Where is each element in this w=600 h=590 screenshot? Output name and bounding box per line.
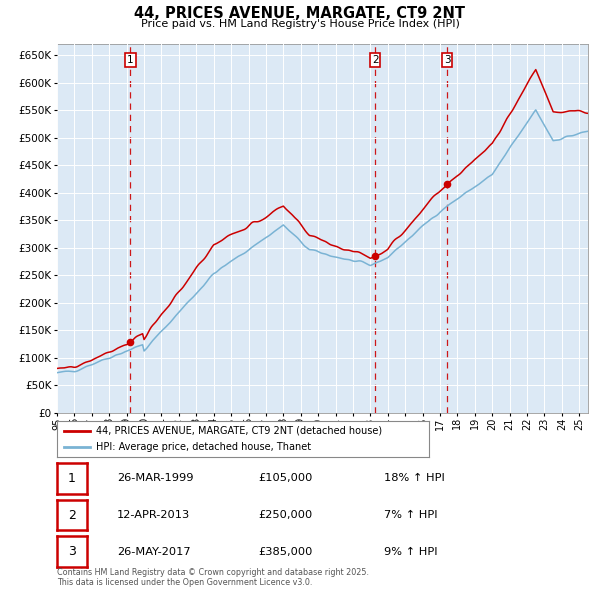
- Text: £250,000: £250,000: [258, 510, 312, 520]
- Text: 7% ↑ HPI: 7% ↑ HPI: [384, 510, 437, 520]
- Text: 26-MAY-2017: 26-MAY-2017: [117, 547, 191, 556]
- Text: HPI: Average price, detached house, Thanet: HPI: Average price, detached house, Than…: [96, 442, 311, 452]
- Text: £385,000: £385,000: [258, 547, 313, 556]
- Text: 18% ↑ HPI: 18% ↑ HPI: [384, 474, 445, 483]
- Text: 3: 3: [443, 55, 450, 65]
- Text: 12-APR-2013: 12-APR-2013: [117, 510, 190, 520]
- Text: 44, PRICES AVENUE, MARGATE, CT9 2NT (detached house): 44, PRICES AVENUE, MARGATE, CT9 2NT (det…: [96, 426, 382, 436]
- Text: 2: 2: [68, 509, 76, 522]
- Text: Price paid vs. HM Land Registry's House Price Index (HPI): Price paid vs. HM Land Registry's House …: [140, 19, 460, 29]
- Text: 3: 3: [68, 545, 76, 558]
- Text: £105,000: £105,000: [258, 474, 313, 483]
- Text: 2: 2: [372, 55, 379, 65]
- Text: 1: 1: [127, 55, 134, 65]
- Text: 26-MAR-1999: 26-MAR-1999: [117, 474, 193, 483]
- Text: 1: 1: [68, 472, 76, 485]
- Text: 9% ↑ HPI: 9% ↑ HPI: [384, 547, 437, 556]
- Text: Contains HM Land Registry data © Crown copyright and database right 2025.
This d: Contains HM Land Registry data © Crown c…: [57, 568, 369, 587]
- Text: 44, PRICES AVENUE, MARGATE, CT9 2NT: 44, PRICES AVENUE, MARGATE, CT9 2NT: [134, 6, 466, 21]
